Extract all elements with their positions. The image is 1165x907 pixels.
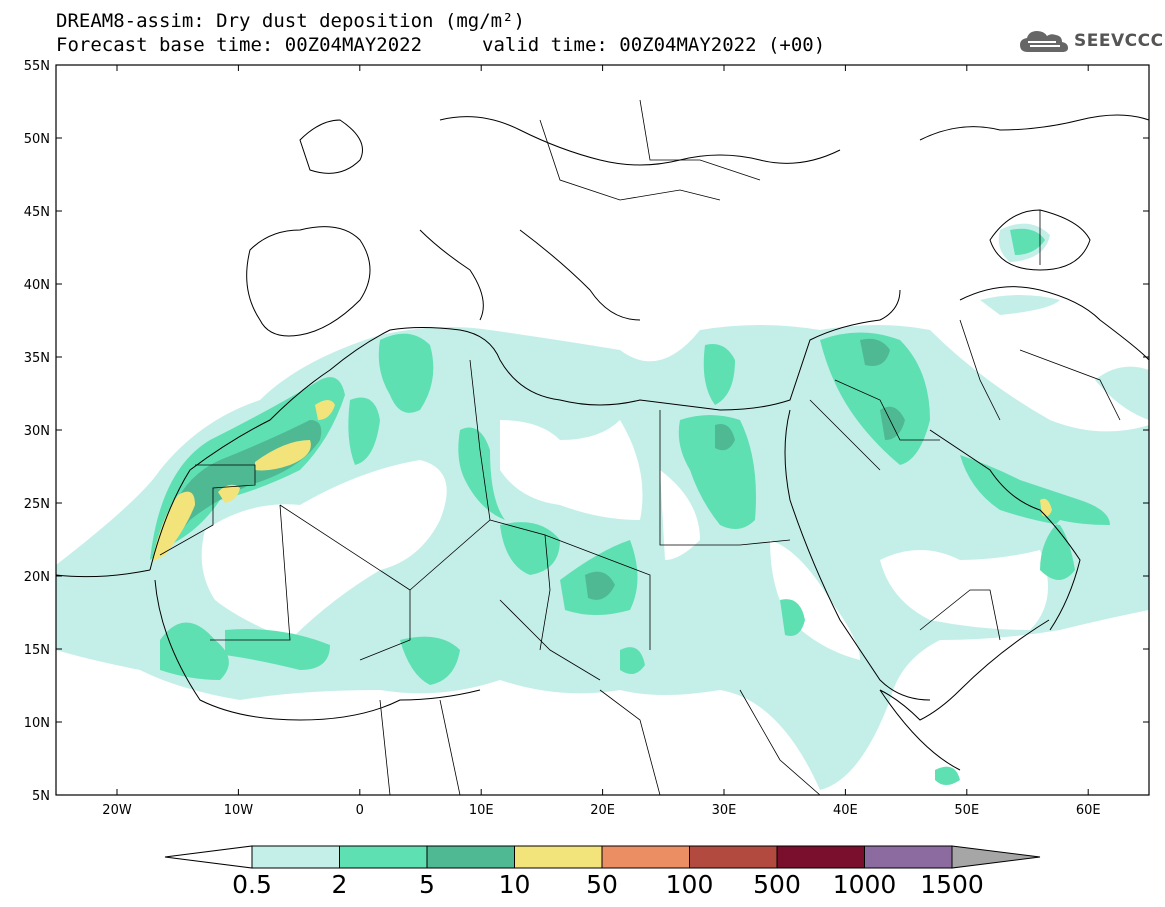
seevccc-logo: SEEVCCC	[1018, 28, 1164, 54]
lat-label: 35N	[24, 351, 50, 366]
lat-label: 40N	[24, 278, 50, 293]
colorbar-swatch	[426, 845, 515, 869]
field-level-4	[152, 400, 1052, 562]
colorbar-swatch	[689, 845, 778, 869]
longitude-axis: 20W 10W 0 10E 20E 30E 40E 50E 60E	[102, 65, 1101, 818]
colorbar-swatch	[601, 845, 690, 869]
colorbar-label: 10	[499, 870, 531, 899]
field-gaps	[201, 420, 1048, 775]
lat-label: 15N	[24, 643, 50, 658]
colorbar-label: 0.5	[232, 870, 272, 899]
colorbar: 0.5 2 5 10 50 100 500 1000 1500	[164, 845, 1041, 899]
lon-label: 50E	[954, 803, 979, 818]
lon-label: 0	[356, 803, 364, 818]
colorbar-label: 5	[419, 870, 435, 899]
lon-label: 20E	[590, 803, 615, 818]
colorbar-swatch	[776, 845, 865, 869]
colorbar-label: 50	[586, 870, 618, 899]
colorbar-arrow-left	[164, 845, 253, 869]
lon-label: 10E	[469, 803, 494, 818]
colorbar-swatch	[339, 845, 428, 869]
lon-label: 10W	[224, 803, 254, 818]
lon-label: 60E	[1076, 803, 1101, 818]
colorbar-label: 1500	[920, 870, 984, 899]
coastlines	[56, 114, 1149, 771]
country-borders	[159, 99, 1121, 795]
colorbar-label: 100	[666, 870, 714, 899]
lat-label: 45N	[24, 205, 50, 220]
lon-label: 30E	[712, 803, 737, 818]
lon-label: 40E	[833, 803, 858, 818]
colorbar-label: 500	[753, 870, 801, 899]
lat-label: 30N	[24, 424, 50, 439]
lat-label: 50N	[24, 132, 50, 147]
logo-text: SEEVCCC	[1074, 31, 1164, 51]
cloud-icon	[1020, 31, 1068, 52]
lat-label: 25N	[24, 497, 50, 512]
valid-time: valid time: 00Z04MAY2022 (+00)	[482, 34, 826, 56]
colorbar-label: 2	[332, 870, 348, 899]
lat-label: 20N	[24, 570, 50, 585]
colorbar-swatch	[864, 845, 953, 869]
colorbar-swatch	[514, 845, 603, 869]
map-title: DREAM8-assim: Dry dust deposition (mg/m²…	[56, 10, 525, 32]
lat-label: 55N	[24, 59, 50, 74]
lat-label: 5N	[32, 789, 50, 804]
colorbar-arrow-right	[951, 845, 1041, 869]
colorbar-swatch	[251, 845, 340, 869]
colorbar-label: 1000	[833, 870, 897, 899]
forecast-base-time: Forecast base time: 00Z04MAY2022	[56, 34, 423, 56]
dust-fields	[56, 99, 1149, 795]
lat-label: 10N	[24, 716, 50, 731]
lon-label: 20W	[102, 803, 132, 818]
latitude-axis: 55N 50N 45N 40N 35N 30N 25N 20N 15N 10N 5N	[24, 59, 1149, 804]
